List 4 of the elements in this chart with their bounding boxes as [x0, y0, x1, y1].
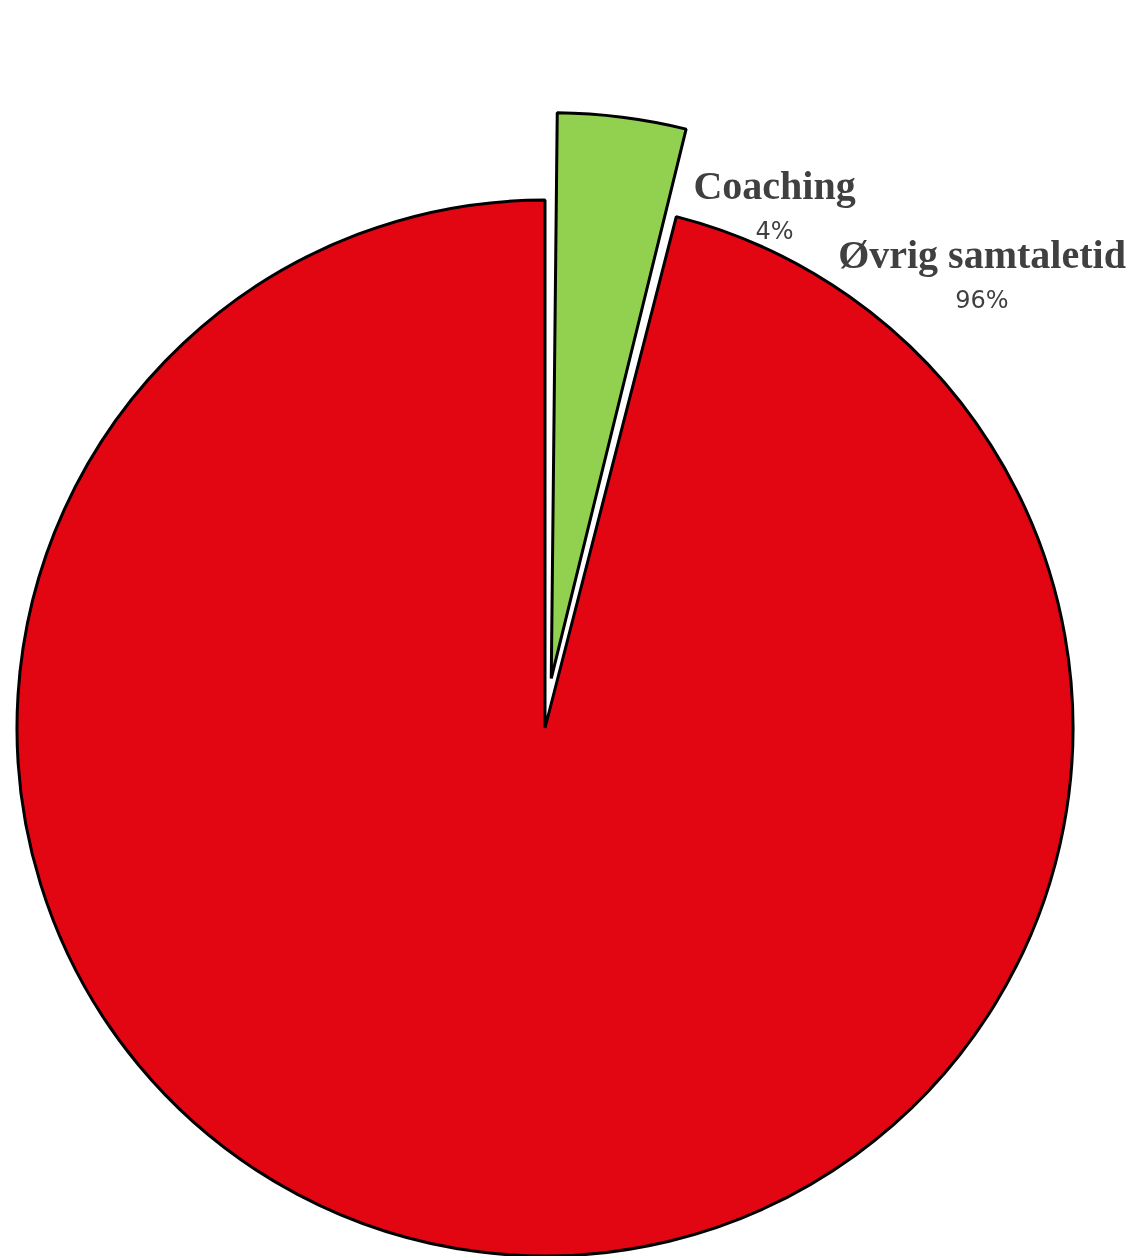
slice-label: Øvrig samtaletid [838, 232, 1126, 278]
slice-label: Coaching [693, 163, 856, 209]
data-label: 4% [755, 217, 794, 246]
data-label: 96% [955, 286, 1009, 315]
